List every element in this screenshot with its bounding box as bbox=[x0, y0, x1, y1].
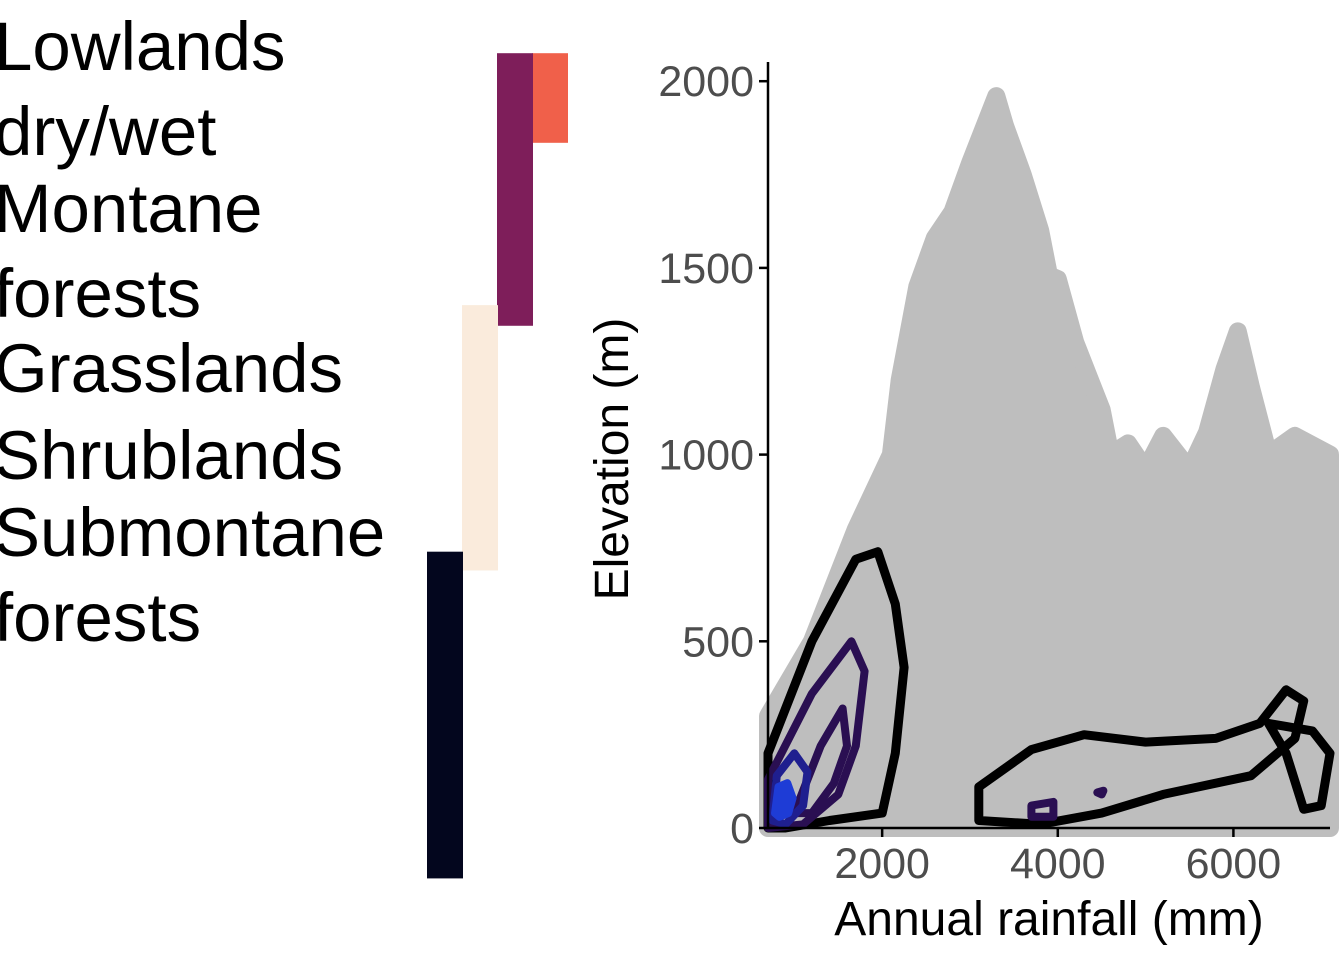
legend-label-lowlands-line2: dry/wet bbox=[0, 93, 216, 170]
legend-label-submontane-line1: Submontane bbox=[0, 494, 385, 571]
range-bar-montane-forests bbox=[497, 53, 533, 326]
legend-label-montane-line1: Montane bbox=[0, 170, 263, 247]
x-tick-label: 6000 bbox=[1186, 840, 1282, 888]
density-contours bbox=[763, 547, 1335, 833]
y-axis-ticks: 0 500 1000 1500 2000 bbox=[658, 58, 768, 853]
contour-outer-1 bbox=[974, 685, 1309, 829]
contour-outer-2 bbox=[1264, 718, 1335, 814]
legend-label-grasslands: Grasslands bbox=[0, 330, 343, 407]
y-tick-label: 1500 bbox=[658, 245, 754, 293]
y-tick-label: 1000 bbox=[658, 432, 754, 480]
range-bar-submontane-forests bbox=[427, 551, 463, 879]
contour-mid-4 bbox=[790, 704, 851, 818]
x-tick-label: 2000 bbox=[834, 840, 930, 888]
legend-label-submontane-line2: forests bbox=[0, 579, 201, 656]
x-axis-ticks: 2000 4000 6000 bbox=[834, 828, 1281, 888]
y-tick-label: 2000 bbox=[658, 58, 754, 106]
contour-inner-7 bbox=[768, 749, 812, 829]
habitat-range-bars bbox=[427, 53, 568, 879]
legend-label-lowlands-line1: Lowlands bbox=[0, 8, 286, 85]
range-bar-shrublands bbox=[462, 305, 498, 571]
scatter-plot: 0 500 1000 1500 2000 2000 4000 6000 Annual rai… bbox=[586, 58, 1339, 946]
y-tick-label: 500 bbox=[682, 618, 754, 666]
contour-mid-6 bbox=[1093, 786, 1108, 799]
legend-label-montane-line2: forests bbox=[0, 255, 201, 332]
x-tick-label: 4000 bbox=[1010, 840, 1106, 888]
y-axis-title: Elevation (m) bbox=[586, 318, 639, 601]
rainfall-elevation-point-cloud bbox=[759, 87, 1339, 837]
contour-core-fill bbox=[771, 779, 796, 821]
contour-mid-5 bbox=[1027, 797, 1058, 821]
x-axis-title: Annual rainfall (mm) bbox=[834, 893, 1263, 946]
habitat-legend-labels: Lowlands dry/wet Montane forests Grassla… bbox=[0, 8, 385, 656]
range-bar-lowlands-dry-wet bbox=[532, 53, 568, 143]
legend-label-shrublands: Shrublands bbox=[0, 417, 343, 494]
y-tick-label: 0 bbox=[730, 805, 754, 853]
